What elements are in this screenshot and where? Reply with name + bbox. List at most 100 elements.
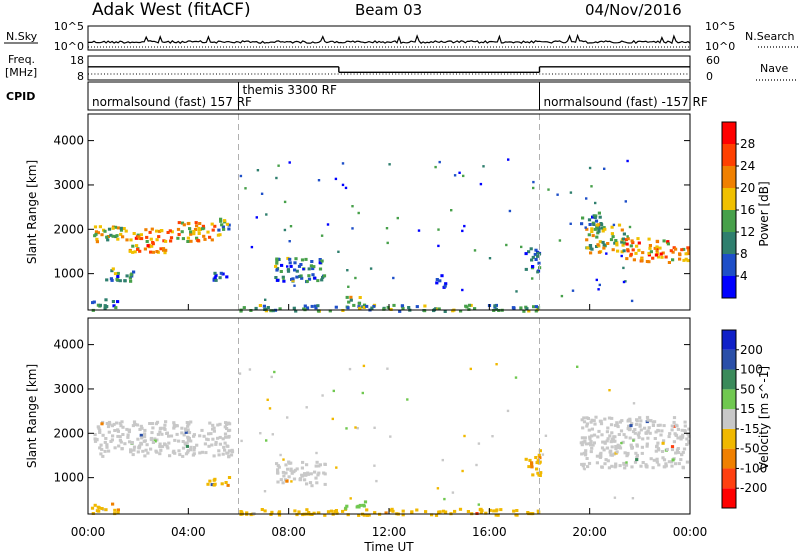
- velocity-cell: [109, 440, 113, 443]
- power-cell: [666, 242, 670, 246]
- velocity-cell: [150, 422, 154, 425]
- power-cell: [198, 222, 202, 225]
- velocity-cell: [444, 510, 448, 514]
- velocity-cell: [167, 441, 171, 445]
- power-cell: [352, 303, 356, 307]
- velocity-cell: [289, 461, 293, 465]
- velocity-cell: [607, 466, 611, 470]
- velocity-speckle: [495, 363, 498, 366]
- power-cell: [218, 276, 222, 280]
- power-cell: [177, 233, 181, 236]
- power-cell: [593, 227, 597, 231]
- power-cell: [598, 240, 602, 244]
- velocity-cell: [672, 440, 676, 444]
- power-speckle: [302, 268, 305, 271]
- power-cell: [362, 306, 366, 309]
- power-cell: [113, 225, 118, 229]
- power-speckle: [317, 179, 321, 182]
- power-cell: [307, 267, 311, 271]
- velocity-cell: [345, 504, 349, 508]
- velocity-cell: [323, 482, 327, 486]
- power-cell: [537, 261, 541, 265]
- velocity-cell: [99, 443, 103, 447]
- velocity-cell: [466, 510, 470, 513]
- power-cell: [227, 227, 231, 231]
- velocity-cell: [401, 513, 405, 517]
- velocity-cell: [303, 478, 307, 482]
- velocity-cell: [637, 431, 641, 435]
- power-speckle: [594, 201, 597, 205]
- velocity-cell: [658, 423, 662, 427]
- velocity-cell: [223, 425, 227, 429]
- power-panel-bg: [88, 114, 690, 310]
- velocity-cell: [530, 463, 534, 467]
- velocity-cell: [662, 465, 666, 469]
- y-tick-label: 4000: [53, 134, 84, 148]
- velocity-cell: [582, 420, 587, 424]
- power-cell: [262, 304, 266, 308]
- velocity-cell: [158, 430, 162, 434]
- velocity-cell: [585, 422, 589, 426]
- velocity-cell: [221, 437, 225, 441]
- velocity-cell: [588, 437, 592, 441]
- velocity-cell: [131, 453, 135, 457]
- velocity-cell: [97, 509, 101, 513]
- velocity-cell: [537, 453, 541, 457]
- power-cell: [103, 229, 107, 233]
- power-cell: [189, 239, 193, 243]
- velocity-cell: [260, 508, 264, 511]
- velocity-ylabel: Slant Range [km]: [25, 364, 39, 468]
- power-cell: [345, 295, 349, 299]
- power-cell: [169, 236, 174, 240]
- power-cell: [318, 261, 322, 265]
- velocity-cell: [662, 439, 666, 443]
- power-cell: [140, 237, 144, 241]
- velocity-cell: [212, 454, 216, 458]
- velocity-cell: [674, 433, 678, 437]
- power-speckle: [603, 167, 606, 170]
- velocity-cell: [628, 427, 632, 431]
- power-cell: [440, 274, 444, 278]
- power-cell: [213, 271, 217, 275]
- velocity-cell: [667, 460, 671, 464]
- velocity-axes: 1000 2000 3000 4000: [53, 318, 691, 514]
- velocity-cell: [622, 461, 626, 465]
- velocity-cell: [629, 443, 633, 447]
- velocity-cell: [169, 434, 174, 438]
- power-colorbar-swatch: [722, 122, 736, 144]
- velocity-cell: [287, 475, 291, 479]
- velocity-cell: [229, 453, 234, 457]
- power-cell: [318, 267, 323, 271]
- power-cell: [589, 251, 593, 255]
- cpid-label: CPID: [6, 90, 35, 103]
- power-cell: [94, 230, 99, 234]
- power-cell: [512, 306, 516, 310]
- velocity-cell: [116, 510, 120, 514]
- power-cell: [210, 238, 214, 242]
- velocity-cell: [657, 448, 661, 452]
- power-cell: [597, 211, 601, 215]
- velocity-cell: [346, 513, 350, 517]
- velocity-cell: [581, 440, 585, 444]
- power-cell: [254, 306, 258, 310]
- velocity-cell: [495, 508, 499, 512]
- velocity-cell: [536, 471, 540, 475]
- velocity-cell: [606, 437, 610, 441]
- power-speckle: [450, 209, 453, 212]
- power-speckle: [277, 164, 280, 167]
- velocity-cell: [514, 513, 518, 517]
- velocity-cell: [667, 435, 671, 439]
- power-cell: [686, 259, 690, 263]
- power-cell: [103, 306, 107, 310]
- velocity-cell: [680, 428, 684, 432]
- power-speckle: [244, 187, 247, 190]
- power-cell: [536, 251, 540, 255]
- power-speckle: [515, 290, 518, 293]
- velocity-cell: [276, 480, 280, 484]
- power-speckle: [488, 257, 492, 260]
- power-cell: [110, 278, 114, 282]
- power-cell: [201, 224, 205, 228]
- power-cell: [242, 306, 246, 310]
- velocity-cell: [623, 451, 627, 455]
- velocity-cell: [175, 424, 179, 428]
